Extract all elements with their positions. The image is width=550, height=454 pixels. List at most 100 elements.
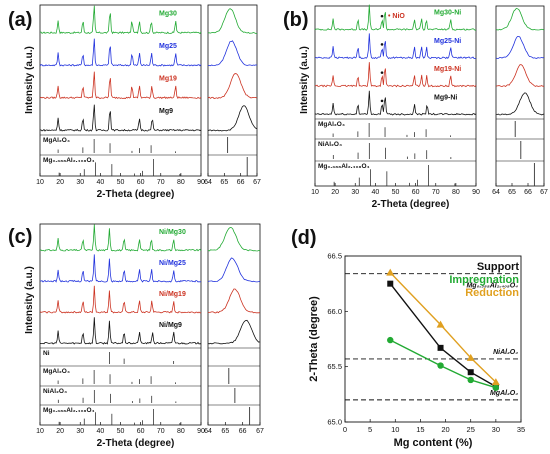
x-axis-title: 2-Theta (degree)	[97, 438, 175, 449]
x-tick-label: 20	[441, 425, 449, 434]
y-axis-title: Intensity (a.u.)	[24, 266, 35, 334]
data-point-triangle	[491, 378, 500, 386]
panel-label-d: (d)	[291, 227, 317, 249]
x-tick-label: 70	[432, 189, 440, 196]
data-point-circle	[492, 384, 500, 391]
xrd-trace-line	[314, 4, 477, 31]
x-tick-label: 30	[76, 428, 84, 435]
zoom-x-tick-label: 67	[256, 428, 264, 435]
plot-frame-d	[344, 255, 522, 423]
reference-label: Mg₀.₃₈₈Al₂.₄₀₈O₄	[43, 407, 95, 414]
nio-peak-marker	[380, 99, 384, 103]
xrd-trace-line	[39, 104, 202, 132]
x-tick-label: 80	[177, 428, 185, 435]
xrd-trace-line	[314, 33, 477, 60]
x-tick-label: 50	[392, 189, 400, 196]
x-axis-title: 2-Theta (degree)	[97, 189, 175, 200]
data-point-circle	[387, 336, 394, 344]
series-label: Mg9	[159, 108, 173, 115]
zoom-frame	[207, 4, 258, 177]
xrd-trace-line	[39, 5, 202, 35]
zoom-x-tick-label: 65	[220, 179, 228, 186]
x-tick-label: 90	[197, 428, 205, 435]
panel-label-2: (c)	[8, 226, 32, 248]
x-tick-label: 90	[472, 189, 480, 196]
zoom-frame	[207, 223, 261, 426]
zoom-frame	[495, 5, 545, 187]
zoom-trace-line	[207, 8, 258, 34]
series-label: Mg25-Ni	[434, 38, 461, 45]
series-label: Mg19	[159, 76, 177, 83]
zoom-x-tick-label: 64	[492, 189, 500, 196]
xrd-trace-line	[39, 224, 202, 252]
x-tick-label: 15	[416, 425, 424, 434]
zoom-trace-line	[207, 105, 258, 132]
zoom-x-tick-label: 67	[540, 189, 548, 196]
zoom-trace-line	[207, 73, 258, 99]
x-tick-label: 70	[157, 428, 165, 435]
zoom-trace-line	[207, 319, 261, 345]
x-tick-label: 20	[331, 189, 339, 196]
x-tick-label: 30	[76, 179, 84, 186]
xrd-trace-line	[39, 317, 202, 345]
legend-label: Reduction	[465, 287, 519, 299]
x-tick-label: 25	[467, 425, 475, 434]
xrd-trace-line	[39, 285, 201, 314]
x-axis-title: 2-Theta (degree)	[372, 199, 450, 210]
nio-peak-marker	[380, 71, 384, 74]
series-label: Mg25	[159, 43, 177, 50]
series-label: Mg30-Ni	[434, 10, 461, 17]
zoom-trace-line	[207, 40, 258, 67]
x-tick-label: 50	[117, 179, 125, 186]
x-tick-label: 60	[412, 189, 420, 196]
zoom-x-tick-label: 66	[239, 428, 247, 435]
reference-label: NiAl₂O₄	[318, 141, 342, 148]
y-tick-label: 66.5	[327, 252, 342, 261]
series-label: Ni/Mg9	[159, 322, 182, 329]
x-tick-label: 90	[197, 179, 205, 186]
x-tick-label: 80	[177, 179, 185, 186]
y-axis-title: Intensity (a.u.)	[24, 46, 35, 114]
reference-label: MgAl₂O₄	[43, 368, 70, 375]
y-tick-label: 65.5	[327, 362, 342, 371]
x-tick-label: 70	[157, 179, 165, 186]
legend-label: Impregnation	[449, 274, 519, 286]
series-label: Ni/Mg19	[159, 291, 186, 298]
zoom-trace-line	[495, 7, 545, 31]
series-label: Ni/Mg30	[159, 229, 186, 236]
x-tick-label: 10	[311, 189, 319, 196]
panel-label-1: (b)	[283, 9, 309, 31]
x-tick-label: 80	[452, 189, 460, 196]
reference-label: NiAl₂O₄	[43, 388, 67, 395]
series-line	[389, 283, 497, 388]
xrd-trace-line	[39, 71, 202, 100]
zoom-trace-line	[495, 36, 545, 59]
reference-line-label: Mg₀.₃₈₈Al₂.₄₀₈O₄	[466, 283, 518, 290]
zoom-x-tick-label: 64	[204, 428, 212, 435]
x-tick-label: 35	[517, 425, 525, 434]
zoom-x-tick-label: 66	[237, 179, 245, 186]
series-label: Ni/Mg25	[159, 260, 186, 267]
nio-peak-marker	[380, 43, 384, 46]
x-tick-label: 0	[343, 425, 347, 434]
zoom-trace-line	[207, 288, 261, 314]
x-tick-label: 40	[96, 428, 104, 435]
series-line	[389, 339, 497, 389]
reference-label: Mg₀.₃₈₈Al₂.₄₀₈O₄	[318, 163, 370, 170]
nio-annotation: • NiO	[388, 13, 405, 20]
data-point-triangle	[466, 353, 475, 361]
reference-label: Mg₀.₃₈₈Al₂.₄₀₈O₄	[43, 157, 95, 164]
series-label: Mg30	[159, 11, 177, 18]
zoom-x-tick-label: 65	[508, 189, 516, 196]
reference-label: MgAl₂O₄	[43, 137, 70, 144]
zoom-x-tick-label: 67	[253, 179, 261, 186]
series-label: Mg9-Ni	[434, 94, 457, 101]
xrd-trace-line	[39, 254, 202, 283]
xrd-trace-line	[314, 62, 477, 88]
panel-label-0: (a)	[8, 9, 32, 31]
y-tick-label: 65.0	[327, 418, 342, 427]
zoom-trace-line	[495, 92, 545, 116]
nio-peak-marker	[380, 14, 384, 18]
zoom-trace-line	[495, 64, 545, 88]
